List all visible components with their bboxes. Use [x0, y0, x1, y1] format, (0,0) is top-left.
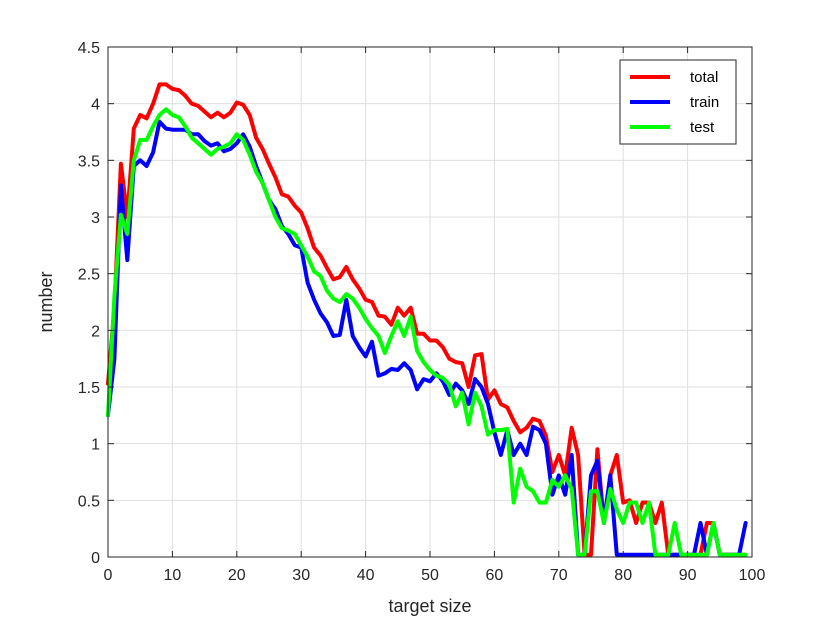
x-tick-label: 90: [679, 567, 697, 584]
series-lines: [106, 82, 748, 557]
y-tick-label: 3.5: [78, 153, 100, 170]
y-tick-label: 2: [91, 323, 100, 340]
y-tick-label: 0.5: [78, 493, 100, 510]
axis-ticks: 0 10 20 30 40 50 60 70 80 90 100 0 0.5 1 1.5 2 2.5 3 3.5 4 4…: [78, 40, 766, 584]
y-tick-label: 4: [91, 97, 100, 114]
x-tick-label: 80: [614, 567, 632, 584]
x-tick-label: 0: [104, 567, 113, 584]
x-tick-label: 60: [486, 567, 504, 584]
legend-label-total: total: [690, 69, 718, 86]
x-tick-label: 30: [292, 567, 310, 584]
y-tick-label: 0: [91, 550, 100, 567]
y-tick-label: 3: [91, 210, 100, 227]
y-tick-label: 1.5: [78, 380, 100, 397]
series-line-train: [106, 119, 748, 557]
legend-items: total train test: [630, 69, 719, 136]
series-line-total: [106, 82, 748, 557]
legend-label-test: test: [690, 119, 715, 136]
legend: total train test: [619, 59, 737, 145]
legend-label-train: train: [690, 94, 719, 111]
x-tick-label: 100: [739, 567, 766, 584]
y-tick-label: 4.5: [78, 40, 100, 57]
y-tick-label: 2.5: [78, 267, 100, 284]
y-tick-label: 1: [91, 437, 100, 454]
x-tick-label: 10: [164, 567, 182, 584]
x-tick-label: 70: [550, 567, 568, 584]
y-axis-label: number: [36, 271, 56, 332]
x-tick-label: 50: [421, 567, 439, 584]
x-axis-label: target size: [388, 596, 471, 616]
series-line-test: [106, 107, 748, 557]
x-tick-label: 20: [228, 567, 246, 584]
x-tick-label: 40: [357, 567, 375, 584]
